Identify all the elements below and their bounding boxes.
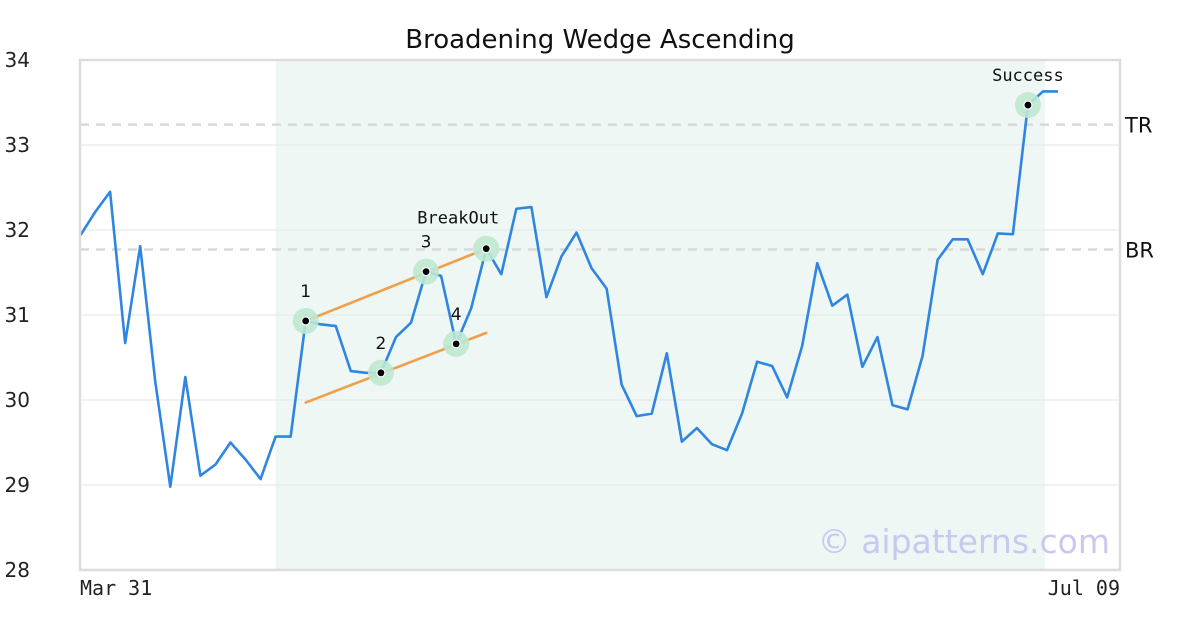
y-tick-label: 31 <box>5 303 30 327</box>
point-label: 4 <box>451 305 462 325</box>
watermark: © aipatterns.com <box>818 522 1110 561</box>
point-marker <box>421 267 431 277</box>
x-axis: Mar 31 Jul 09 <box>80 576 1120 600</box>
point-marker <box>1023 100 1033 110</box>
point-marker <box>451 339 461 349</box>
gridlines <box>80 144 1120 486</box>
wedge-trendline <box>304 247 488 323</box>
y-tick-label: 34 <box>5 48 30 72</box>
point-label: 3 <box>421 233 432 253</box>
point-marker <box>301 316 311 326</box>
annotation-label: Success <box>992 66 1064 86</box>
y-tick-label: 32 <box>5 218 30 242</box>
annotation-label: BreakOut <box>417 209 499 229</box>
plot-frame <box>78 58 1122 572</box>
y-tick-label: 28 <box>5 558 30 582</box>
pattern-points <box>292 92 1041 386</box>
level-label: TR <box>1124 114 1152 138</box>
point-marker <box>481 244 491 254</box>
x-tick-label: Mar 31 <box>80 576 152 600</box>
y-tick-label: 33 <box>5 133 30 157</box>
x-tick-label: Jul 09 <box>1048 576 1120 600</box>
point-label: 1 <box>300 282 311 302</box>
annotations: 1 2 3 4 BreakOut Success <box>300 66 1063 354</box>
y-tick-label: 30 <box>5 388 30 412</box>
y-axis: 28 29 30 31 32 33 34 <box>5 48 30 582</box>
point-label: 2 <box>376 334 387 354</box>
y-tick-label: 29 <box>5 473 30 497</box>
point-marker <box>376 368 386 378</box>
level-label: BR <box>1125 239 1154 263</box>
price-line <box>78 90 1058 488</box>
chart-title: Broadening Wedge Ascending <box>405 25 795 55</box>
